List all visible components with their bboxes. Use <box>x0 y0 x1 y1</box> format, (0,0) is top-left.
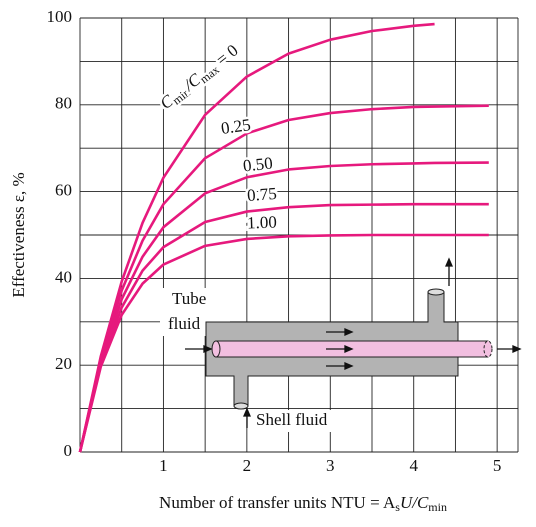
curve-label: Cmin/Cmax = 0 <box>156 41 242 115</box>
x-tick-label: 1 <box>159 456 168 475</box>
y-tick-label: 20 <box>55 354 72 373</box>
tube-label: Tube <box>172 289 206 308</box>
chart: Tube fluid Shell fluid Number of transfe… <box>0 0 536 527</box>
curve-label: 1.00 <box>247 212 277 232</box>
x-tick-label: 3 <box>326 456 335 475</box>
y-axis-title: Effectiveness ε, % <box>9 172 28 297</box>
x-axis-title-part: U/C <box>400 493 429 512</box>
y-tick-label: 60 <box>55 181 72 200</box>
curve-label-value: 0.75 <box>246 184 277 205</box>
curve-label-value: 1.00 <box>247 212 277 232</box>
y-tick-label: 80 <box>55 94 72 113</box>
x-axis-title-part: Number of transfer units NTU = A <box>159 493 396 512</box>
y-tick-label: 0 <box>64 441 73 460</box>
shell-inlet <box>234 403 248 409</box>
tube-label: fluid <box>168 314 201 333</box>
shell-label: Shell fluid <box>256 410 328 429</box>
curve-label: 0.50 <box>242 153 274 175</box>
x-tick-label: 5 <box>493 456 502 475</box>
x-tick-label: 4 <box>409 456 418 475</box>
heat-exchanger-diagram: Tube fluid Shell fluid <box>160 259 520 432</box>
y-tick-label: 40 <box>55 267 72 286</box>
x-tick-label: 2 <box>243 456 252 475</box>
x-axis-title: Number of transfer units NTU = AsU/Cmin <box>159 493 447 514</box>
curve-label-value: 0.50 <box>242 153 274 175</box>
curve-label: 0.75 <box>246 184 277 205</box>
shell-outlet <box>428 289 444 295</box>
tube-end <box>484 341 492 357</box>
y-tick-label: 100 <box>47 7 73 26</box>
tube-start <box>212 341 220 357</box>
x-axis-title-part: min <box>428 500 447 514</box>
